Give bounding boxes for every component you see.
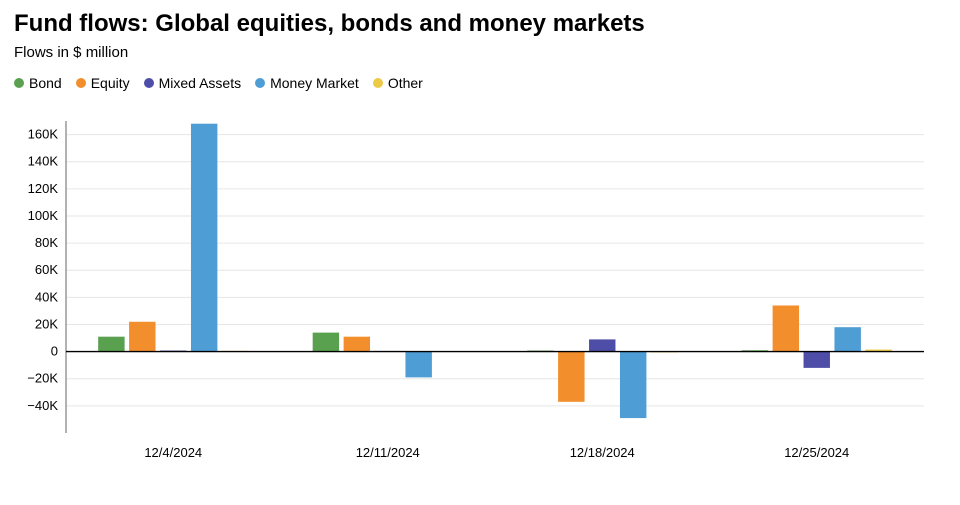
chart-area: −40K −20K 0 20K 40K 60K 80K 100K 120K 140K 160K 12/… [14, 113, 934, 473]
y-tick-label: 60K [35, 262, 58, 277]
y-tick-label: −20K [27, 371, 58, 386]
x-tick-label: 12/18/2024 [570, 445, 635, 460]
bar-bond [98, 337, 124, 352]
legend: Bond Equity Mixed Assets Money Market Ot… [14, 75, 946, 91]
legend-swatch-other [373, 78, 383, 88]
bar-equity [344, 337, 370, 352]
legend-item-money-market: Money Market [255, 75, 359, 91]
chart-title: Fund flows: Global equities, bonds and m… [14, 10, 946, 38]
y-tick-label: 0 [51, 344, 58, 359]
bar-equity [558, 352, 584, 402]
legend-swatch-money-market [255, 78, 265, 88]
legend-swatch-mixed [144, 78, 154, 88]
bar-money_market [191, 124, 217, 352]
bar-chart-svg: −40K −20K 0 20K 40K 60K 80K 100K 120K 140K 160K 12/… [14, 113, 934, 473]
legend-item-bond: Bond [14, 75, 62, 91]
legend-swatch-bond [14, 78, 24, 88]
bar-bond [313, 333, 339, 352]
y-tick-label: −40K [27, 398, 58, 413]
bar-money_market [405, 352, 431, 378]
bar-money_market [620, 352, 646, 418]
bar-mixed [589, 339, 615, 351]
legend-label-equity: Equity [91, 75, 130, 91]
bar-mixed [804, 352, 830, 368]
legend-item-other: Other [373, 75, 423, 91]
chart-subtitle: Flows in $ million [14, 44, 946, 61]
y-tick-label: 120K [28, 181, 59, 196]
y-tick-label: 20K [35, 316, 58, 331]
x-tick-label: 12/4/2024 [144, 445, 202, 460]
legend-label-bond: Bond [29, 75, 62, 91]
legend-item-mixed: Mixed Assets [144, 75, 241, 91]
legend-item-equity: Equity [76, 75, 130, 91]
bar-equity [129, 322, 155, 352]
x-tick-label: 12/25/2024 [784, 445, 849, 460]
legend-label-mixed: Mixed Assets [159, 75, 241, 91]
y-tick-label: 160K [28, 127, 59, 142]
y-tick-label: 100K [28, 208, 59, 223]
bar-money_market [834, 327, 860, 351]
y-tick-label: 80K [35, 235, 58, 250]
legend-label-money-market: Money Market [270, 75, 359, 91]
y-tick-label: 140K [28, 154, 59, 169]
legend-swatch-equity [76, 78, 86, 88]
y-tick-label: 40K [35, 289, 58, 304]
bar-equity [773, 305, 799, 351]
legend-label-other: Other [388, 75, 423, 91]
x-tick-label: 12/11/2024 [356, 445, 420, 460]
